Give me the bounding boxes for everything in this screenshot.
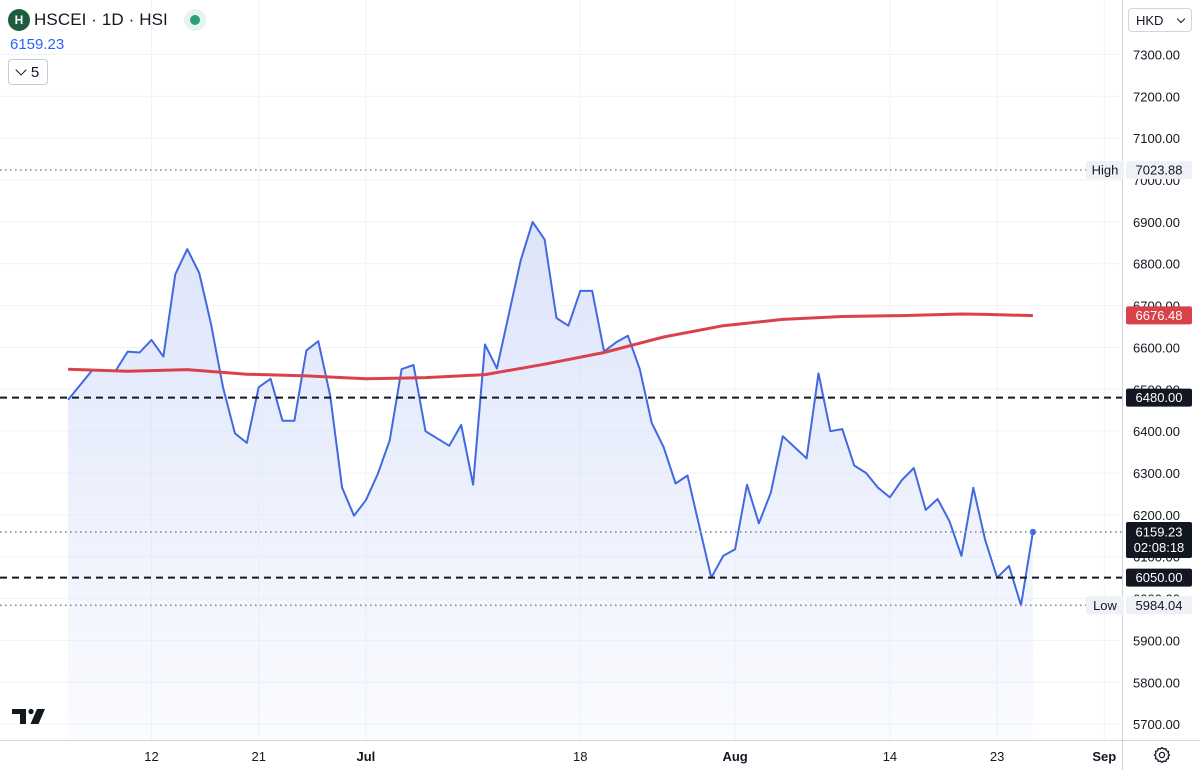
y-tick-label: 6400.00	[1133, 424, 1180, 439]
last-price-tag	[1126, 521, 1192, 558]
y-tick-label: 7200.00	[1133, 89, 1180, 104]
chevron-down-icon	[1176, 14, 1186, 23]
last-price-point[interactable]	[1029, 528, 1037, 536]
high-label: High	[1092, 163, 1119, 178]
moving-average-line	[68, 312, 1033, 381]
currency-select[interactable]: HKD	[1128, 8, 1192, 32]
x-tick-label: 18	[573, 749, 587, 764]
y-tick-label: 6300.00	[1133, 466, 1180, 481]
y-tick-label: 6800.00	[1133, 257, 1180, 272]
settings-gear-icon[interactable]	[1151, 744, 1173, 766]
currency-label: HKD	[1136, 12, 1164, 28]
high-label-box	[1086, 161, 1124, 180]
indicator-count: 5	[30, 63, 40, 81]
x-tick-label: Sep	[1092, 749, 1116, 764]
symbol-logo: H	[8, 9, 30, 31]
indicators-toggle-button[interactable]: 5	[8, 59, 48, 85]
y-tick-label: 6200.00	[1133, 508, 1180, 523]
level-6480.00-tag	[1126, 388, 1192, 407]
low-tag	[1126, 596, 1192, 615]
price-area-fill	[68, 221, 1033, 740]
y-tick-label: 5800.00	[1133, 675, 1180, 690]
x-tick-label: 21	[251, 749, 265, 764]
chevron-down-icon	[15, 63, 27, 76]
y-tick-label: 7100.00	[1133, 131, 1180, 146]
level-6480.00-tag-label: 6480.00	[1136, 390, 1183, 405]
x-tick-label: Aug	[722, 749, 747, 764]
high-tag-label: 7023.88	[1136, 163, 1183, 178]
moving-average-tag	[1126, 306, 1192, 325]
last-price-value: 6159.23	[10, 36, 65, 53]
y-tick-label: 5700.00	[1133, 717, 1180, 732]
moving-average-tag-label: 6676.48	[1136, 308, 1183, 323]
low-tag-label: 5984.04	[1136, 598, 1183, 613]
countdown-label: 02:08:18	[1134, 540, 1185, 555]
level-6050.00-tag	[1126, 568, 1192, 587]
symbol-title[interactable]: HSCEI · 1D · HSI	[34, 10, 168, 29]
x-tick-label: 12	[144, 749, 158, 764]
market-status-icon[interactable]	[183, 9, 206, 31]
price-line	[67, 220, 1034, 607]
y-tick-label: 6900.00	[1133, 215, 1180, 230]
y-tick-label: 7300.00	[1133, 47, 1180, 62]
x-tick-label: 23	[990, 749, 1004, 764]
high-tag	[1126, 161, 1192, 180]
last-price-tag-label: 6159.23	[1136, 524, 1183, 539]
level-6050.00-tag-label: 6050.00	[1136, 570, 1183, 585]
x-tick-label: 14	[883, 749, 897, 764]
low-label-box	[1086, 596, 1124, 615]
tradingview-logo-icon[interactable]	[12, 706, 48, 726]
low-label: Low	[1093, 598, 1117, 613]
y-tick-label: 6600.00	[1133, 340, 1180, 355]
symbol-legend: H HSCEI · 1D · HSI 6159.23 5	[8, 8, 206, 85]
x-tick-label: Jul	[357, 749, 376, 764]
y-tick-label: 5900.00	[1133, 633, 1180, 648]
